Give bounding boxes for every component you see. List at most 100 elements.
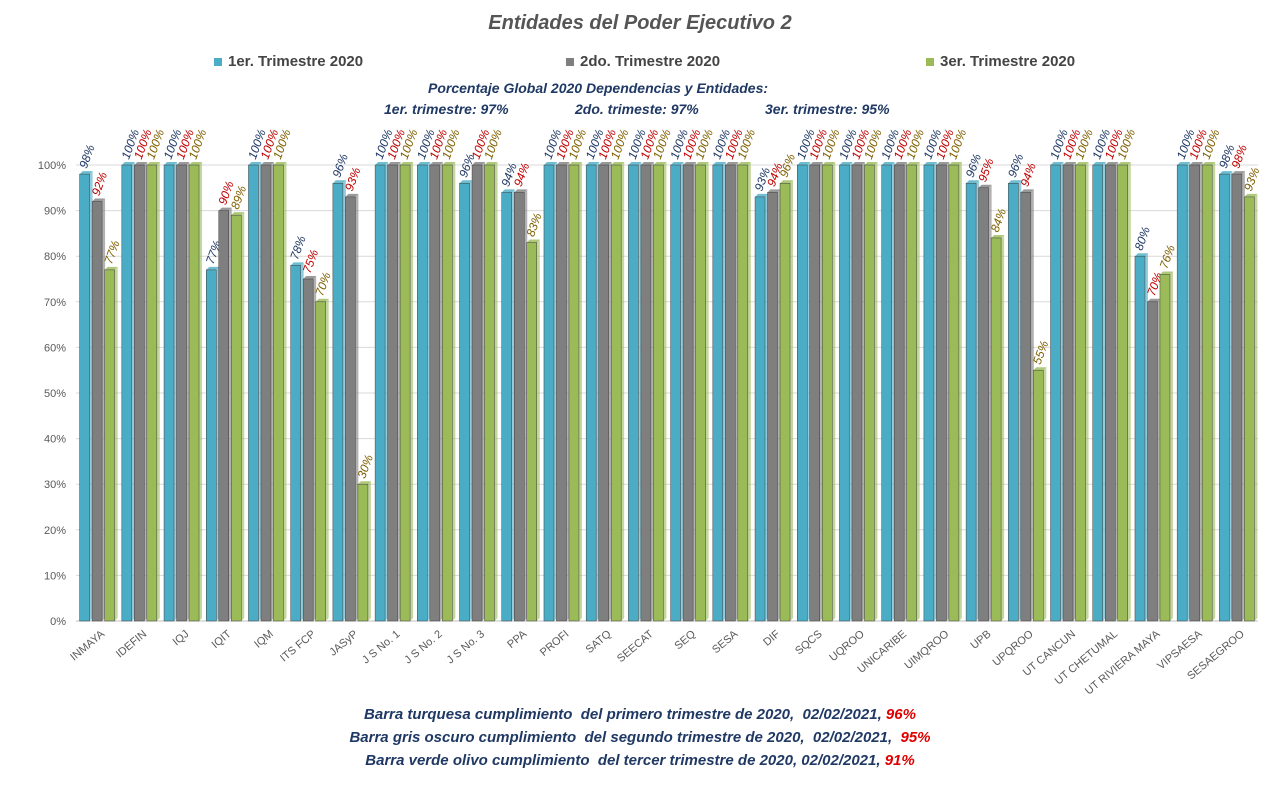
y-tick-label: 70% <box>44 297 66 309</box>
bar-top <box>628 162 642 165</box>
x-tick-label: SESA <box>710 628 741 656</box>
bar <box>1117 164 1128 622</box>
x-tick-label: PROFI <box>538 628 571 659</box>
bar <box>442 164 453 622</box>
bar-top <box>640 162 654 165</box>
bar <box>104 269 115 622</box>
bar-side <box>283 162 287 621</box>
bar-top <box>526 239 540 243</box>
bar <box>387 164 398 622</box>
bar <box>514 192 525 622</box>
bar-top <box>459 180 473 184</box>
bar-top <box>1117 162 1131 165</box>
bar-side <box>874 162 878 621</box>
bar-side <box>494 162 498 621</box>
bar <box>978 187 989 622</box>
x-tick-label: SEQ <box>673 628 699 652</box>
bar <box>501 192 512 622</box>
x-tick-label: ITS FCP <box>278 628 318 664</box>
bar <box>345 196 356 622</box>
bar <box>1062 164 1074 622</box>
legend-label-q1: 1er. Trimestre 2020 <box>228 53 364 70</box>
bar-top <box>670 162 684 165</box>
data-label: 70% <box>312 270 333 298</box>
bar <box>653 164 664 622</box>
bar-top <box>991 234 1005 238</box>
bar-top <box>556 162 570 165</box>
bar-top <box>134 162 148 165</box>
x-tick-label: SATQ <box>584 628 614 656</box>
global-q1: 1er. trimestre: 97% <box>384 101 509 117</box>
bar <box>1147 301 1158 622</box>
bar <box>543 164 555 622</box>
bar <box>1020 192 1032 622</box>
bar-side <box>410 162 414 621</box>
bar <box>417 164 428 622</box>
bar-side <box>1127 162 1131 621</box>
bar <box>797 164 808 622</box>
bar-top <box>442 162 456 165</box>
bar <box>1092 164 1103 622</box>
bar-top <box>92 198 106 202</box>
bar-top <box>189 162 203 165</box>
y-tick-label: 50% <box>44 388 66 400</box>
bar-top <box>429 162 443 165</box>
bar-top <box>1050 162 1064 165</box>
bar <box>598 164 609 622</box>
bar-top <box>653 162 667 165</box>
y-tick-label: 90% <box>44 206 66 218</box>
bar <box>206 269 217 622</box>
x-tick-label: IDEFIN <box>114 628 149 660</box>
bar <box>965 182 977 622</box>
bar-side <box>156 162 160 621</box>
bar-top <box>683 162 697 165</box>
bar <box>779 182 791 622</box>
bar-top <box>839 162 853 165</box>
legend-label-q3: 3er. Trimestre 2020 <box>940 53 1076 70</box>
bar-top <box>894 162 908 165</box>
bar-top <box>906 162 920 165</box>
bar <box>302 278 314 622</box>
x-tick-label: SEECAT <box>615 628 656 665</box>
bar-top <box>1202 162 1216 165</box>
x-tick-label: J S No. 3 <box>445 628 487 666</box>
bar <box>568 164 580 622</box>
bar <box>1075 164 1086 622</box>
bar-top <box>568 162 582 165</box>
bar-side <box>958 162 962 621</box>
bar-top <box>737 162 751 165</box>
bar-top <box>1177 162 1191 165</box>
bar-side <box>199 162 203 621</box>
bar-top <box>598 162 612 165</box>
global-q2: 2do. trimeste: 97% <box>575 101 699 117</box>
data-label: 98% <box>76 142 97 170</box>
legend-swatch-q1 <box>214 57 222 66</box>
bar <box>1231 173 1243 622</box>
bar-top <box>1231 171 1245 175</box>
bar-top <box>1063 162 1077 165</box>
bar <box>471 164 483 622</box>
bar-top <box>231 212 245 216</box>
note-q2-text: Barra gris oscuro cumplimiento del segun… <box>349 729 901 746</box>
bar <box>1159 274 1171 622</box>
bar-top <box>146 162 160 165</box>
note-q2: Barra gris oscuro cumplimiento del segun… <box>0 729 1280 746</box>
bar-top <box>1244 193 1258 197</box>
x-tick-label: JASyP <box>327 628 360 658</box>
bar <box>670 164 681 622</box>
bar-top <box>104 266 118 270</box>
bar <box>1244 196 1255 622</box>
note-q3-text: Barra verde olivo cumplimiento del terce… <box>365 752 885 769</box>
bar-top <box>755 193 769 197</box>
bar <box>725 164 736 622</box>
x-tick-label: UIMQROO <box>902 628 951 672</box>
y-tick-label: 100% <box>38 160 66 172</box>
bar-top <box>1189 162 1203 165</box>
bar <box>906 164 917 622</box>
bar <box>737 164 749 622</box>
bar <box>881 164 892 622</box>
bar-side <box>578 162 582 621</box>
bar <box>399 164 411 622</box>
bar-top <box>1092 162 1106 165</box>
